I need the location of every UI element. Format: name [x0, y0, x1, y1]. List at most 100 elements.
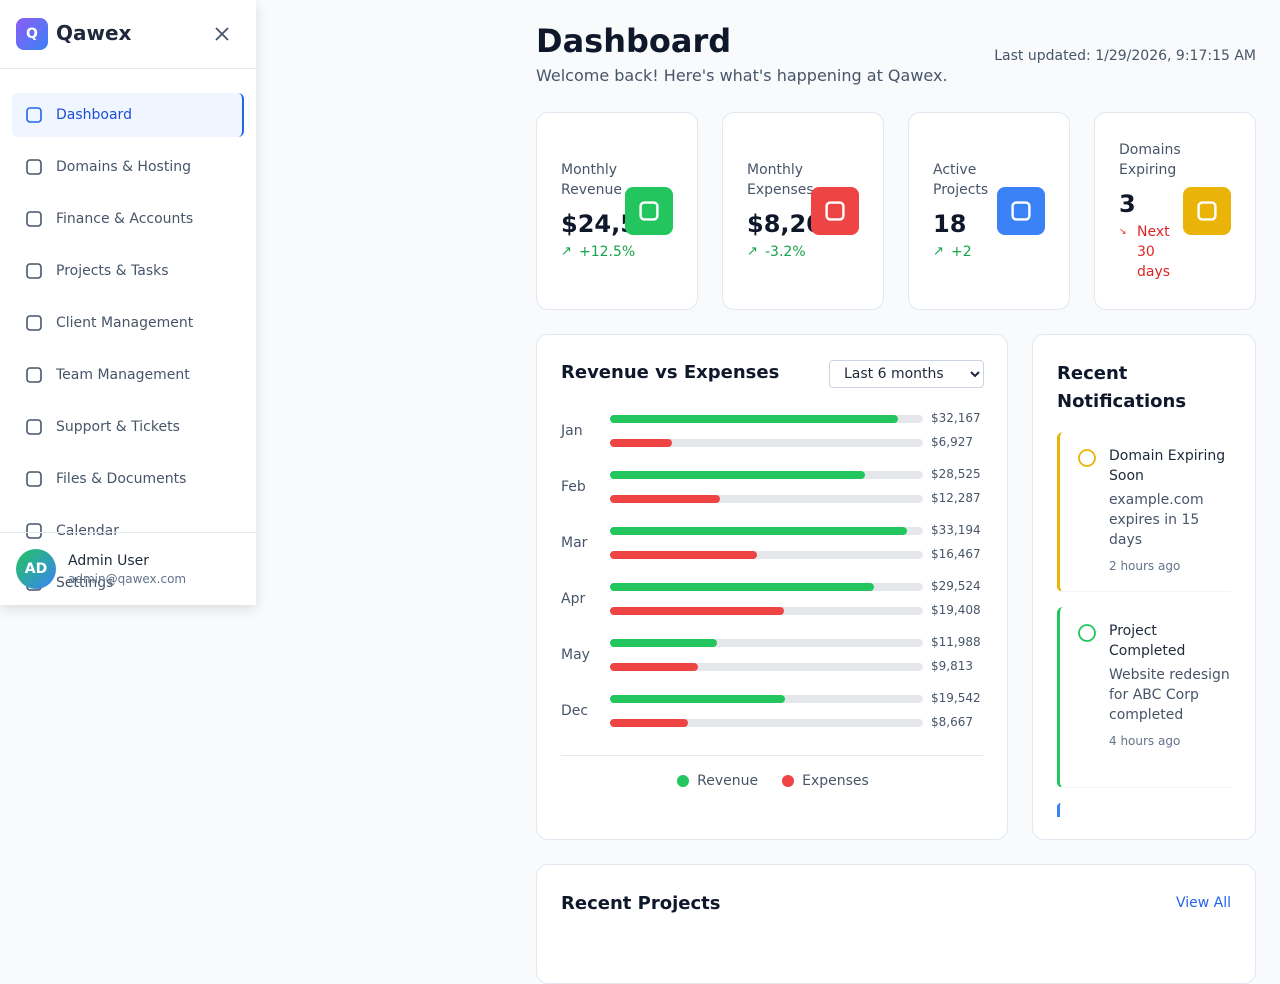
nav-item[interactable]: Files & Documents	[12, 457, 244, 501]
icon	[26, 419, 42, 435]
nav-item[interactable]: Team Management	[12, 353, 244, 397]
user-email: admin@qawex.com	[68, 572, 187, 586]
page-title: Dashboard	[536, 22, 732, 60]
trend-arrow: ↗	[561, 244, 572, 259]
stat-card: Monthly Revenue $24,500 ↗ +12.5%	[536, 112, 698, 310]
notification-icon	[1078, 449, 1096, 467]
icon	[26, 471, 42, 487]
logo: Q	[16, 18, 48, 50]
value-label: $8,667	[931, 715, 973, 729]
bar-track	[610, 527, 923, 535]
bar-track	[610, 639, 923, 647]
bar	[610, 663, 698, 671]
month-label: Apr	[561, 591, 586, 607]
value-label: $29,524	[931, 579, 981, 593]
stat-label: Monthly Revenue	[561, 162, 622, 198]
legend-item: Revenue	[677, 773, 758, 789]
notifications-title: Recent Notifications	[1057, 363, 1187, 412]
nav-item[interactable]: Calendar	[12, 509, 244, 553]
notification-time: 4 hours ago	[1109, 734, 1181, 748]
month-label: Mar	[561, 535, 588, 551]
bar	[610, 639, 718, 647]
stat-value: 18	[933, 210, 967, 238]
nav-label: Client Management	[56, 315, 194, 331]
projects-card: Recent Projects View All	[536, 864, 1256, 984]
stat-value: 3	[1119, 190, 1136, 218]
value-label: $32,167	[931, 411, 981, 425]
value-label: $16,467	[931, 547, 981, 561]
bar-track	[610, 719, 923, 727]
stat-text: Monthly Revenue $24,500 ↗ +12.5%	[561, 160, 671, 262]
change-text: +12.5%	[579, 244, 636, 260]
bar-track	[610, 551, 923, 559]
subtitle: Welcome back! Here's what's happening at…	[536, 66, 948, 85]
bar	[610, 583, 875, 591]
avatar: AD	[16, 549, 56, 589]
trend-arrow: ↗	[933, 244, 944, 259]
stat-value: $8,200	[747, 210, 840, 238]
nav-item[interactable]: Support & Tickets	[12, 405, 244, 449]
stat-change: ↗ -3.2%	[747, 242, 811, 262]
month-label: Dec	[561, 703, 589, 719]
bar-track	[610, 695, 923, 703]
sidebar: Q Qawex Dashboard Domains & Hosting Financ…	[0, 0, 256, 605]
stat-label: Domains Expiring	[1119, 142, 1181, 178]
stat-text: Monthly Expenses $8,200 ↗ -3.2%	[747, 160, 840, 262]
stat-icon	[997, 187, 1045, 235]
value-label: $9,813	[931, 659, 973, 673]
value-label: $11,988	[931, 635, 981, 649]
stat-card: Monthly Expenses $8,200 ↗ -3.2%	[722, 112, 884, 310]
bar	[610, 439, 672, 447]
icon	[1011, 201, 1031, 221]
bar	[610, 415, 898, 423]
legend-swatch	[782, 775, 795, 787]
bar-track	[610, 663, 923, 671]
stat-icon	[1183, 187, 1231, 235]
nav-item[interactable]: Domains & Hosting	[12, 145, 244, 189]
stat-card: Domains Expiring 3 ↘ Next 30 days	[1094, 112, 1256, 310]
bar	[610, 719, 688, 727]
change-text: Next 30 days	[1137, 224, 1171, 280]
icon	[26, 367, 42, 383]
stat-text: Active Projects 18 ↗ +2	[933, 160, 997, 262]
period-select[interactable]: Last 6 months	[829, 360, 984, 388]
chart-card: Revenue vs Expenses Last 6 months Revenu…	[536, 334, 1008, 840]
divider	[561, 755, 983, 756]
last-updated: Last updated: 1/29/2026, 9:17:15 AM	[994, 48, 1256, 64]
view-all-link[interactable]: View All	[1175, 895, 1231, 911]
change-text: -3.2%	[765, 244, 806, 260]
bar	[610, 495, 720, 503]
bar	[610, 695, 785, 703]
notification: Domain Expiring Soon example.com expires …	[1057, 432, 1231, 592]
trend-arrow: ↗	[747, 244, 758, 259]
nav-item[interactable]: Finance & Accounts	[12, 197, 244, 241]
brand: Qawex	[56, 21, 132, 45]
value-label: $19,542	[931, 691, 981, 705]
bar-track	[610, 495, 923, 503]
nav-item[interactable]: Client Management	[12, 301, 244, 345]
bar	[610, 527, 907, 535]
notification-edge	[1057, 803, 1061, 817]
stat-value: $24,500	[561, 210, 671, 238]
nav-item[interactable]: Dashboard	[12, 93, 244, 137]
nav-label: Files & Documents	[56, 471, 187, 487]
notification-time: 2 hours ago	[1109, 559, 1181, 573]
value-label: $12,287	[931, 491, 981, 505]
icon	[639, 201, 659, 221]
close-button[interactable]	[214, 26, 230, 42]
nav-label: Domains & Hosting	[56, 159, 191, 175]
icon	[26, 263, 42, 279]
stat-label: Monthly Expenses	[747, 162, 814, 198]
nav-label: Dashboard	[56, 107, 132, 123]
nav-item[interactable]: Projects & Tasks	[12, 249, 244, 293]
trend-arrow: ↘	[1119, 227, 1127, 237]
notification-title: Domain Expiring Soon	[1109, 448, 1226, 484]
notification-body: Website redesign for ABC Corp completed	[1109, 667, 1230, 723]
icon	[26, 159, 42, 175]
nav-label: Support & Tickets	[56, 419, 180, 435]
notification: Project Completed Website redesign for AB…	[1057, 607, 1231, 788]
legend: Revenue Expenses	[537, 773, 1007, 789]
icon	[26, 315, 42, 331]
icon	[26, 107, 42, 123]
